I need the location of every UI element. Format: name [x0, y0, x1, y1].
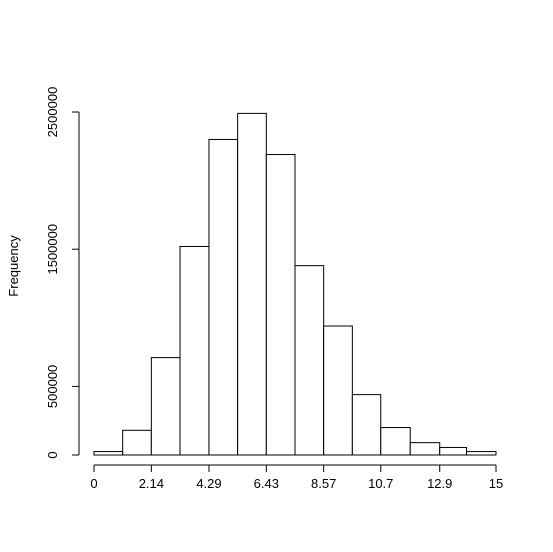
x-tick-label: 12.9	[427, 476, 452, 491]
histogram-bar	[323, 325, 353, 456]
y-tick-label: 2500000	[45, 87, 60, 138]
histogram-bar	[380, 427, 411, 456]
histogram-bar	[294, 265, 325, 456]
y-tick-label: 1500000	[45, 224, 60, 275]
histogram-bar	[265, 154, 296, 456]
histogram-bar	[150, 357, 181, 456]
x-tick-label: 10.7	[368, 476, 393, 491]
x-tick-label: 0	[90, 476, 97, 491]
histogram-bar	[208, 138, 239, 456]
histogram-bars	[93, 112, 497, 456]
y-axis-label: Frequency	[6, 235, 21, 297]
x-tick-label: 15	[489, 476, 503, 491]
y-axis: 0 500000 1500000 2500000	[45, 87, 80, 459]
y-tick-label: 0	[45, 451, 60, 458]
histogram-bar	[409, 442, 441, 456]
histogram-bar	[466, 451, 497, 456]
histogram-bar	[351, 394, 382, 456]
histogram-bar	[179, 245, 210, 456]
x-tick-label: 2.14	[139, 476, 164, 491]
x-tick-label: 4.29	[196, 476, 221, 491]
histogram-bar	[122, 429, 152, 456]
y-tick-label: 500000	[45, 365, 60, 408]
x-axis: 0 2.14 4.29 6.43 8.57 10.7 12.9 15	[90, 464, 503, 491]
x-tick-label: 8.57	[311, 476, 336, 491]
histogram-bar	[237, 112, 267, 456]
x-tick-label: 6.43	[254, 476, 279, 491]
histogram-bar	[93, 451, 124, 456]
histogram-bar	[439, 446, 468, 456]
